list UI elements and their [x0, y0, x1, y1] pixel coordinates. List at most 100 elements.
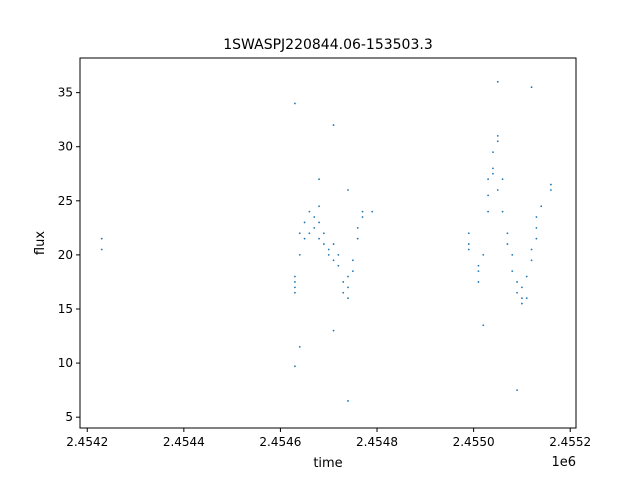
- y-tick-label: 25: [58, 194, 73, 208]
- data-point: [294, 365, 296, 368]
- data-point: [332, 259, 335, 262]
- data-point: [322, 243, 325, 245]
- data-point: [313, 226, 316, 229]
- data-point: [294, 102, 296, 105]
- x-axis: 2.4542 2.4544 2.4546 2.4548 2.4550 2.4552: [66, 428, 591, 449]
- data-point: [506, 232, 509, 235]
- data-point: [530, 248, 533, 251]
- data-point: [487, 178, 489, 181]
- y-tick-label: 20: [58, 248, 73, 262]
- y-tick-label: 35: [58, 86, 73, 100]
- data-point: [521, 302, 523, 305]
- data-point: [327, 248, 330, 251]
- x-offset-label: 1e6: [551, 455, 576, 470]
- data-point: [530, 86, 533, 89]
- data-point: [482, 254, 485, 256]
- data-point: [298, 232, 301, 235]
- chart-title: 1SWASPJ220844.06-153503.3: [223, 37, 432, 53]
- data-point: [501, 178, 504, 181]
- data-point: [535, 226, 538, 229]
- data-point: [361, 216, 364, 218]
- data-point: [303, 237, 306, 240]
- data-point: [477, 270, 480, 273]
- data-point: [516, 281, 518, 283]
- data-point: [492, 151, 494, 154]
- x-tick-label: 2.4546: [259, 435, 301, 449]
- data-point: [549, 183, 552, 186]
- data-point: [100, 237, 103, 240]
- x-tick-label: 2.4550: [453, 435, 495, 449]
- data-point: [530, 259, 533, 262]
- data-point: [298, 254, 301, 256]
- data-point: [521, 286, 523, 289]
- data-point: [100, 248, 103, 251]
- data-point: [337, 264, 340, 267]
- data-point: [294, 275, 296, 278]
- data-point: [318, 221, 320, 224]
- data-point: [477, 264, 480, 267]
- x-tick-label: 2.4544: [163, 435, 205, 449]
- data-point: [525, 275, 528, 278]
- data-point: [337, 254, 340, 256]
- data-point: [496, 80, 499, 83]
- data-point: [467, 243, 470, 245]
- data-point: [351, 270, 354, 273]
- data-point: [467, 232, 470, 235]
- x-tick-label: 2.4542: [66, 435, 108, 449]
- x-tick-label: 2.4552: [549, 435, 591, 449]
- data-point: [347, 286, 349, 289]
- data-point: [492, 167, 494, 170]
- y-axis-label: flux: [33, 231, 48, 255]
- data-point: [540, 205, 543, 208]
- data-point: [356, 237, 359, 240]
- data-point: [477, 281, 480, 283]
- data-point: [303, 221, 306, 224]
- data-point: [332, 243, 335, 245]
- data-point: [549, 189, 552, 191]
- data-point: [347, 297, 349, 300]
- data-point: [535, 216, 538, 218]
- data-points: [100, 80, 552, 402]
- data-point: [308, 232, 311, 235]
- data-point: [467, 248, 470, 251]
- data-point: [525, 297, 528, 300]
- data-point: [511, 270, 514, 273]
- data-point: [496, 140, 499, 143]
- data-point: [361, 210, 364, 213]
- data-point: [511, 254, 514, 256]
- data-point: [487, 210, 489, 213]
- data-point: [327, 254, 330, 256]
- y-tick-label: 30: [58, 140, 73, 154]
- data-point: [298, 345, 301, 348]
- data-point: [351, 259, 354, 262]
- data-point: [356, 226, 359, 229]
- data-point: [482, 324, 485, 327]
- data-point: [308, 210, 311, 213]
- y-tick-label: 15: [58, 302, 73, 316]
- data-point: [332, 124, 335, 126]
- data-point: [294, 286, 296, 289]
- data-point: [496, 134, 499, 137]
- data-point: [322, 232, 325, 235]
- data-point: [371, 210, 374, 213]
- plot-area: [79, 57, 577, 429]
- data-point: [506, 243, 509, 245]
- data-point: [487, 194, 489, 197]
- data-point: [318, 178, 320, 181]
- data-point: [294, 291, 296, 294]
- data-point: [516, 389, 518, 392]
- data-point: [332, 329, 335, 332]
- data-point: [516, 291, 518, 294]
- data-point: [313, 216, 316, 218]
- data-point: [501, 210, 504, 213]
- data-point: [347, 189, 349, 191]
- data-point: [521, 297, 523, 300]
- y-axis: 5 10 15 20 25 30 35: [58, 86, 80, 424]
- x-tick-label: 2.4548: [356, 435, 398, 449]
- data-point: [294, 281, 296, 283]
- y-tick-label: 5: [65, 410, 73, 424]
- data-point: [535, 237, 538, 240]
- data-point: [496, 189, 499, 191]
- data-point: [318, 205, 320, 208]
